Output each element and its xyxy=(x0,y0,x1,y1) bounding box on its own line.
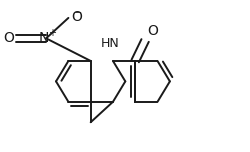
Text: O: O xyxy=(70,10,82,24)
Text: N: N xyxy=(38,31,49,45)
Text: HN: HN xyxy=(101,37,119,50)
Text: O: O xyxy=(3,31,14,45)
Text: −: − xyxy=(74,8,82,17)
Text: +: + xyxy=(48,28,56,38)
Text: O: O xyxy=(147,24,158,38)
